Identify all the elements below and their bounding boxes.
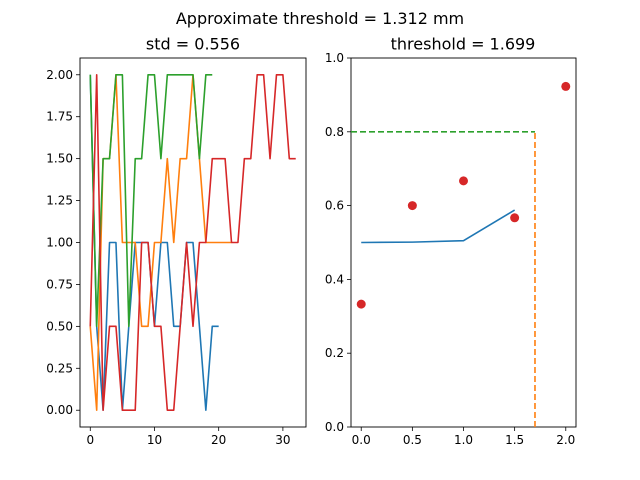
right-x-tick-label: 1.0 xyxy=(454,433,473,447)
left-y-tick-label: 1.75 xyxy=(46,110,73,124)
series-line-2 xyxy=(89,73,213,328)
right-y-tick-label: 0.0 xyxy=(325,420,344,434)
left-x-tick-label: 0 xyxy=(86,433,94,447)
right-y-tick-label: 0.4 xyxy=(325,272,344,286)
right-x-tick-label: 0.5 xyxy=(403,433,422,447)
right-x-tick-label: 2.0 xyxy=(556,433,575,447)
series-line-3 xyxy=(89,73,296,412)
left-axes: std = 0.556 0 10 20 30 0.00 0.25 0.50 0.75 1.00 1… xyxy=(46,35,307,447)
left-y-tick-label: 2.00 xyxy=(46,68,73,82)
right-y-tick-label: 0.6 xyxy=(325,199,344,213)
scatter-point xyxy=(356,299,366,309)
scatter-point xyxy=(407,201,417,211)
left-x-tick-label: 20 xyxy=(211,433,226,447)
fit-line xyxy=(361,209,516,244)
left-y-tick-label: 1.00 xyxy=(46,236,73,250)
right-y-tick-label: 0.2 xyxy=(325,346,344,360)
figure-suptitle: Approximate threshold = 1.312 mm xyxy=(176,9,464,28)
right-x-tick-label: 0.0 xyxy=(352,433,371,447)
scatter-point xyxy=(561,81,571,91)
left-y-tick-label: 0.50 xyxy=(46,319,73,333)
right-axes-title: threshold = 1.699 xyxy=(391,35,536,54)
left-axes-title: std = 0.556 xyxy=(146,35,240,54)
right-x-tick-label: 1.5 xyxy=(505,433,524,447)
right-axes: threshold = 1.699 0.0 0.5 1.0 1.5 2.0 0.0 0.2 0… xyxy=(325,35,577,447)
left-x-tick-label: 30 xyxy=(275,433,290,447)
left-y-tick-label: 1.50 xyxy=(46,152,73,166)
scatter-point xyxy=(459,176,468,186)
left-y-tick-label: 0.00 xyxy=(46,403,73,417)
left-y-tick-label: 0.25 xyxy=(46,361,73,375)
right-y-tick-label: 1.0 xyxy=(325,51,344,65)
scatter-point xyxy=(510,213,520,223)
left-x-tick-label: 10 xyxy=(147,433,162,447)
left-y-tick-label: 0.75 xyxy=(46,277,73,291)
left-y-tick-label: 1.25 xyxy=(46,194,73,208)
right-y-tick-label: 0.8 xyxy=(325,125,344,139)
